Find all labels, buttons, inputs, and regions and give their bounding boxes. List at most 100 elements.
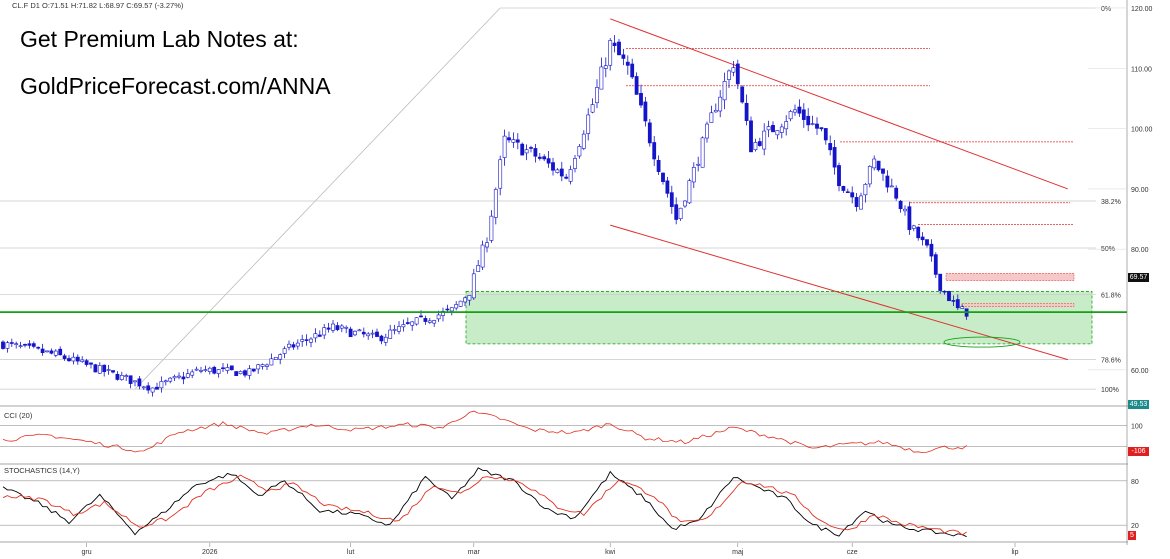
candle-body xyxy=(53,350,58,356)
timeframe-label: D1 xyxy=(30,1,40,10)
candle-body xyxy=(291,344,296,348)
candle-body xyxy=(546,158,551,164)
candle-body xyxy=(881,168,885,174)
ohlc-readout: O:71.51 H:71.82 L:68.97 C:69.57 (-3.27%) xyxy=(42,1,184,10)
candle-body xyxy=(480,244,485,268)
candle-body xyxy=(137,378,142,387)
candle-body xyxy=(630,63,635,78)
candle-body xyxy=(67,358,71,362)
candle-body xyxy=(863,184,868,196)
cci-panel-title: CCI (20) xyxy=(4,411,33,420)
candle-body xyxy=(463,297,467,303)
candle-body xyxy=(375,331,379,337)
cci-tick-label: 100 xyxy=(1131,424,1143,431)
candle-body xyxy=(876,160,881,171)
stochastics-panel-title: STOCHASTICS (14,Y) xyxy=(4,466,80,475)
candle-body xyxy=(27,343,32,346)
price-tick-label: 60.00 xyxy=(1131,368,1149,375)
candle-body xyxy=(828,143,833,151)
candle-body xyxy=(568,169,573,182)
x-tick-label: lip xyxy=(1011,549,1018,556)
price-tick-label: 100.00 xyxy=(1131,127,1153,134)
candle-body xyxy=(493,189,498,218)
candle-body xyxy=(740,86,745,103)
cci-line xyxy=(2,410,967,454)
candle-body xyxy=(951,300,956,302)
candle-body xyxy=(238,371,243,375)
candle-body xyxy=(837,165,841,187)
candle-body xyxy=(511,139,516,143)
candle-body xyxy=(621,54,626,59)
candle-body xyxy=(23,343,27,346)
candle-body xyxy=(661,172,665,182)
x-tick-label: maj xyxy=(732,549,744,556)
candle-body xyxy=(401,324,406,328)
candle-body xyxy=(933,254,938,275)
cci-last-tag: -106 xyxy=(1128,447,1149,456)
candle-body xyxy=(854,197,859,207)
candle-body xyxy=(656,160,661,172)
candle-body xyxy=(832,147,837,168)
candle-body xyxy=(124,375,129,377)
last-price-tag: 69.57 xyxy=(1128,273,1149,282)
candle-body xyxy=(115,373,120,380)
candle-body xyxy=(625,61,630,66)
candle-body xyxy=(542,156,547,160)
candle-body xyxy=(559,168,564,177)
candle-body xyxy=(678,207,683,220)
candle-body xyxy=(251,368,256,372)
candle-body xyxy=(436,314,441,320)
candle-body xyxy=(590,104,595,113)
candle-body xyxy=(784,121,789,130)
candle-body xyxy=(75,356,80,362)
candle-body xyxy=(18,345,23,348)
resistance-shaded-band xyxy=(961,303,1075,307)
candle-body xyxy=(775,130,780,136)
candle-body xyxy=(93,364,98,373)
candle-body xyxy=(652,142,657,160)
candle-body xyxy=(212,366,217,374)
fib-level-label: 38.2% xyxy=(1101,199,1121,206)
candle-body xyxy=(177,375,181,378)
candle-body xyxy=(80,359,85,362)
candle-body xyxy=(31,343,36,347)
candle-body xyxy=(960,306,965,309)
stoch-d-line xyxy=(2,474,967,536)
x-tick-label: cze xyxy=(847,549,858,556)
candle-body xyxy=(533,148,538,157)
cci-top-tag: 49.53 xyxy=(1128,400,1149,409)
candle-body xyxy=(894,187,899,199)
candle-body xyxy=(815,123,819,129)
candle-body xyxy=(339,325,344,329)
candle-body xyxy=(203,369,208,371)
symbol-label: CL.F xyxy=(12,1,29,10)
candle-body xyxy=(163,380,168,383)
x-tick-label: gru xyxy=(82,549,92,556)
candle-body xyxy=(300,339,305,342)
candle-body xyxy=(722,81,727,101)
candle-body xyxy=(867,166,872,185)
candle-body xyxy=(674,204,679,220)
candle-body xyxy=(9,342,14,344)
candle-body xyxy=(779,126,784,133)
candle-body xyxy=(309,338,313,343)
candle-body xyxy=(84,360,89,365)
price-tick-label: 120.00 xyxy=(1131,6,1153,13)
candle-body xyxy=(383,336,388,343)
candle-body xyxy=(207,367,212,372)
candle-body xyxy=(771,125,775,133)
candle-body xyxy=(907,206,912,230)
candle-body xyxy=(718,96,723,112)
candle-body xyxy=(916,226,921,239)
candle-body xyxy=(379,335,384,342)
candle-body xyxy=(317,334,322,337)
candle-body xyxy=(551,162,555,171)
candle-body xyxy=(71,356,76,362)
candle-body xyxy=(731,67,736,73)
candle-body xyxy=(603,65,608,69)
candle-body xyxy=(353,330,357,336)
candle-body xyxy=(141,386,146,389)
candle-body xyxy=(128,375,133,384)
candle-body xyxy=(885,175,890,188)
